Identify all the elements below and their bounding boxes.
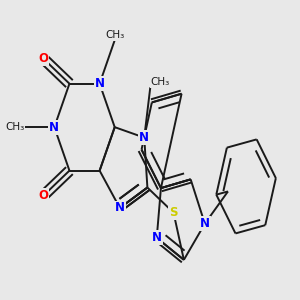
Text: N: N (200, 217, 210, 230)
Text: N: N (139, 131, 149, 144)
Text: CH₃: CH₃ (150, 77, 170, 87)
Text: CH₃: CH₃ (5, 122, 24, 132)
Text: CH₃: CH₃ (105, 30, 124, 40)
Text: S: S (169, 206, 178, 219)
Text: O: O (38, 52, 48, 65)
Text: O: O (38, 189, 48, 202)
Text: N: N (49, 121, 59, 134)
Text: N: N (94, 77, 105, 90)
Text: N: N (152, 231, 162, 244)
Text: N: N (115, 202, 125, 214)
